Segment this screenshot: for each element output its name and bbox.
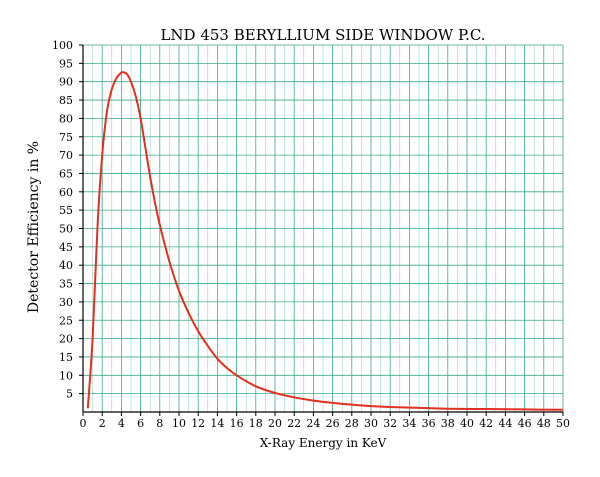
y-tick-label: 55 bbox=[59, 204, 73, 217]
y-tick-label: 100 bbox=[52, 39, 73, 52]
y-tick-label: 75 bbox=[59, 131, 73, 144]
x-tick-label: 40 bbox=[460, 417, 474, 430]
x-tick-label: 12 bbox=[191, 417, 205, 430]
x-tick-label: 38 bbox=[441, 417, 455, 430]
x-tick-label: 24 bbox=[306, 417, 320, 430]
y-tick-label: 95 bbox=[59, 57, 73, 70]
y-tick-label: 50 bbox=[59, 223, 73, 236]
y-tick-label: 10 bbox=[59, 369, 73, 382]
y-tick-label: 20 bbox=[59, 333, 73, 346]
x-tick-label: 16 bbox=[230, 417, 244, 430]
x-tick-label: 6 bbox=[137, 417, 144, 430]
x-tick-label: 48 bbox=[537, 417, 551, 430]
y-tick-label: 45 bbox=[59, 241, 73, 254]
x-tick-label: 22 bbox=[287, 417, 301, 430]
x-tick-label: 32 bbox=[383, 417, 397, 430]
x-tick-label: 44 bbox=[498, 417, 512, 430]
y-tick-label: 85 bbox=[59, 94, 73, 107]
x-tick-label: 14 bbox=[210, 417, 224, 430]
y-tick-label: 35 bbox=[59, 278, 73, 291]
y-axis-label: Detector Efficiency in % bbox=[26, 141, 42, 313]
y-tick-label: 15 bbox=[59, 351, 73, 364]
chart-title: LND 453 BERYLLIUM SIDE WINDOW P.C. bbox=[160, 26, 485, 44]
x-tick-label: 0 bbox=[80, 417, 87, 430]
x-tick-label: 28 bbox=[345, 417, 359, 430]
x-tick-label: 4 bbox=[118, 417, 125, 430]
tick-labels: 0 2 4 6 8 10 12 14 16 18 20 22 24 26 28 30 32 34 36 38 40 42 4… bbox=[52, 39, 570, 430]
x-tick-label: 50 bbox=[556, 417, 570, 430]
y-tick-label: 25 bbox=[59, 314, 73, 327]
x-tick-label: 26 bbox=[326, 417, 340, 430]
y-tick-label: 80 bbox=[59, 112, 73, 125]
x-tick-label: 8 bbox=[156, 417, 163, 430]
x-tick-label: 36 bbox=[422, 417, 436, 430]
efficiency-curve bbox=[86, 71, 564, 411]
y-tick-label: 40 bbox=[59, 259, 73, 272]
x-tick-label: 46 bbox=[518, 417, 532, 430]
x-tick-label: 30 bbox=[364, 417, 378, 430]
x-tick-label: 2 bbox=[99, 417, 106, 430]
y-tick-label: 30 bbox=[59, 296, 73, 309]
grid-lines bbox=[83, 44, 564, 412]
y-tick-label: 65 bbox=[59, 167, 73, 180]
x-axis-label: X-Ray Energy in KeV bbox=[260, 436, 387, 450]
y-tick-label: 90 bbox=[59, 76, 73, 89]
x-tick-label: 34 bbox=[402, 417, 416, 430]
y-tick-label: 60 bbox=[59, 186, 73, 199]
x-tick-label: 10 bbox=[172, 417, 186, 430]
x-tick-label: 42 bbox=[479, 417, 493, 430]
axes bbox=[79, 44, 564, 416]
x-tick-label: 20 bbox=[268, 417, 282, 430]
x-tick-label: 18 bbox=[249, 417, 263, 430]
y-tick-label: 70 bbox=[59, 149, 73, 162]
y-tick-label: 5 bbox=[66, 388, 73, 401]
series-layer bbox=[86, 71, 564, 411]
